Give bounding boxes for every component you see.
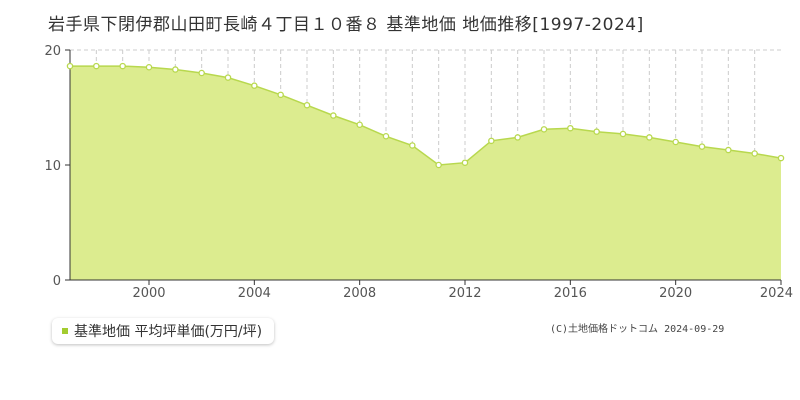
x-tick-label-2004: 2004 (238, 286, 271, 301)
data-point-2020 (672, 138, 679, 146)
data-point-2008 (356, 121, 363, 129)
credit-text: (C)土地価格ドットコム 2024-09-29 (550, 324, 725, 335)
y-axis-ticks: 0 10 20 (44, 44, 70, 289)
data-point-2002 (198, 69, 205, 77)
data-point-2010 (409, 142, 416, 149)
data-point-2004 (251, 82, 258, 89)
x-tick-label-2012: 2012 (448, 286, 481, 301)
x-axis-ticks: 2000 2004 2008 2012 2016 2020 2024 (132, 280, 793, 301)
x-tick-label-2016: 2016 (554, 286, 587, 301)
data-point-2006 (303, 101, 311, 109)
legend-label: 基準地価 平均坪単価(万円/坪) (74, 324, 263, 340)
data-point-2014 (514, 134, 521, 141)
x-tick-label-2008: 2008 (343, 286, 376, 301)
data-point-2000 (145, 64, 153, 71)
data-point-2021 (698, 143, 706, 150)
y-tick-label-10: 10 (44, 159, 61, 174)
data-point-2009 (382, 132, 390, 140)
data-point-1997 (66, 62, 74, 70)
chart-title: 岩手県下閉伊郡山田町長崎４丁目１０番８ 基準地価 地価推移[1997-2024] (48, 15, 644, 35)
y-tick-label-20: 20 (44, 44, 61, 59)
data-point-2011 (435, 161, 442, 169)
data-point-1999 (119, 62, 126, 70)
legend-swatch (62, 328, 68, 334)
data-point-2007 (330, 112, 337, 119)
data-point-2012 (461, 159, 469, 166)
data-point-2013 (488, 137, 495, 145)
data-points (66, 62, 785, 169)
data-point-2003 (224, 74, 232, 81)
x-tick-label-2000: 2000 (132, 286, 165, 301)
legend: 基準地価 平均坪単価(万円/坪) (52, 318, 275, 344)
data-point-2017 (593, 128, 600, 135)
data-point-2018 (619, 130, 627, 138)
data-point-2001 (172, 66, 179, 73)
data-point-2023 (751, 150, 758, 157)
data-point-2016 (567, 124, 574, 132)
data-point-2022 (725, 146, 732, 154)
data-point-2024 (777, 154, 785, 162)
x-tick-label-2024: 2024 (760, 286, 793, 301)
y-tick-label-0: 0 (53, 274, 61, 289)
data-point-2015 (540, 126, 548, 133)
data-point-2005 (277, 91, 284, 99)
area-fill (70, 66, 781, 280)
data-point-1998 (93, 62, 100, 70)
x-tick-label-2020: 2020 (659, 286, 692, 301)
series-line (70, 65, 782, 166)
data-point-2019 (646, 134, 653, 141)
